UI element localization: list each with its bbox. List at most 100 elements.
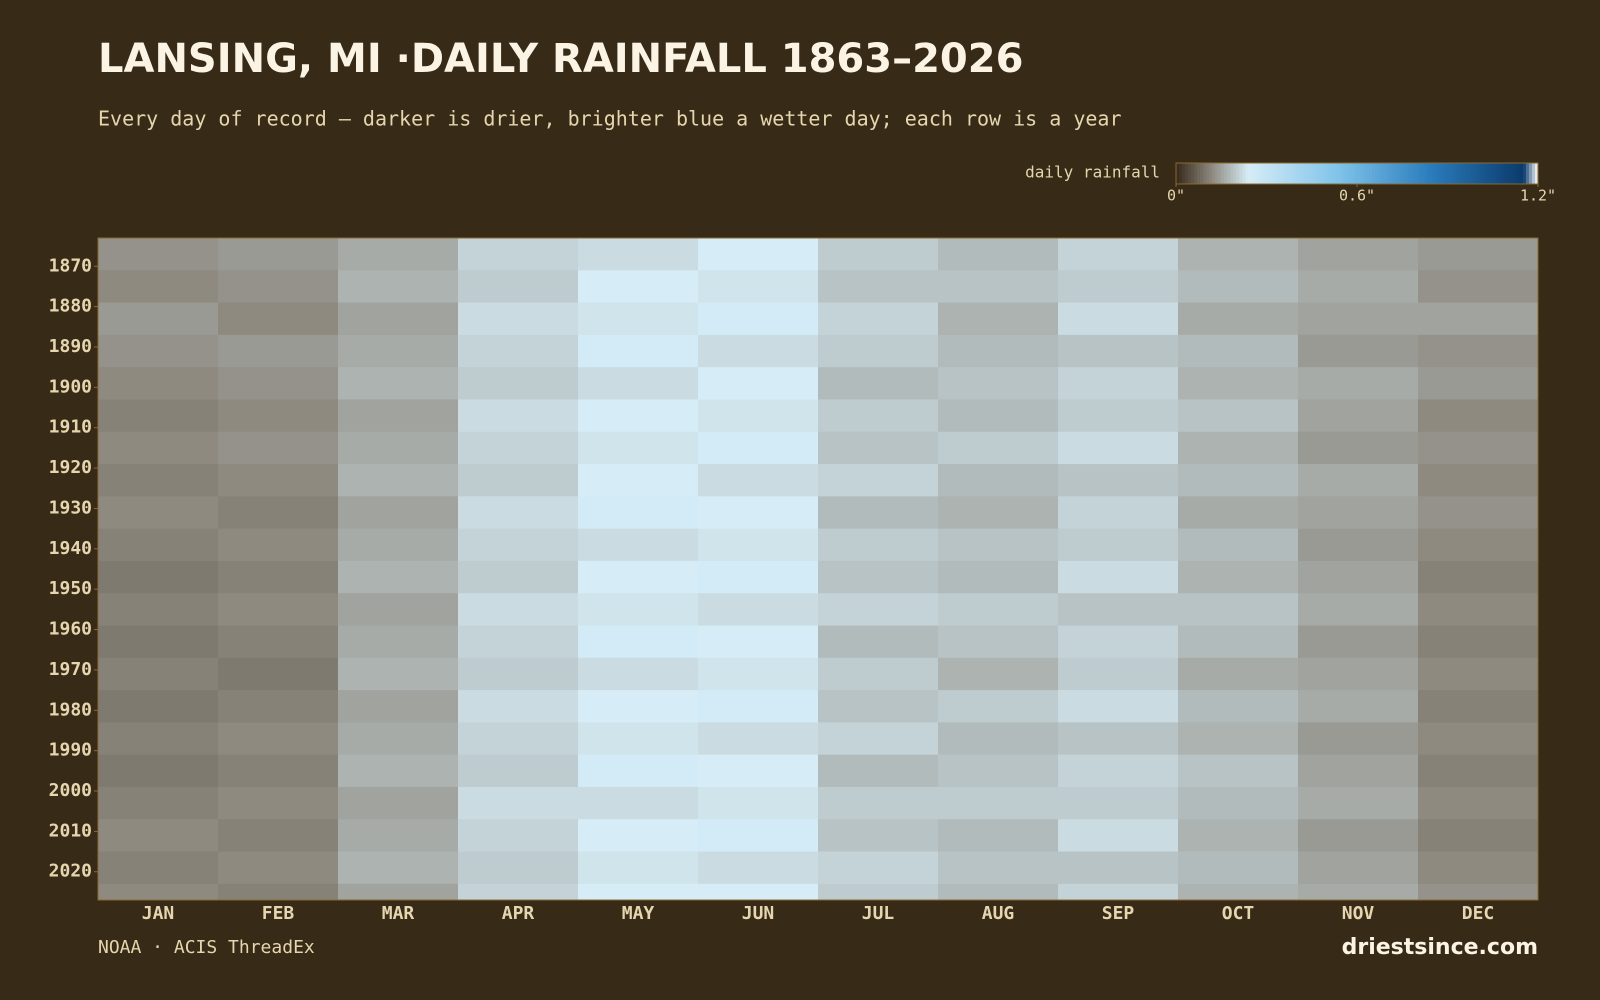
- colorbar-step: [1197, 163, 1201, 184]
- x-tick-label: NOV: [1342, 903, 1375, 924]
- heat-cell: [1058, 528, 1179, 562]
- heat-cell: [458, 819, 579, 853]
- colorbar-step: [1218, 163, 1222, 184]
- heat-cell: [458, 334, 579, 368]
- heat-cell: [98, 819, 219, 853]
- colorbar-step: [1263, 163, 1267, 184]
- heat-cell: [98, 883, 219, 901]
- colorbar-step: [1387, 163, 1391, 184]
- heat-cell: [1298, 399, 1419, 433]
- colorbar-step: [1317, 163, 1322, 184]
- heat-cell: [1418, 819, 1539, 853]
- heat-cell: [1298, 593, 1419, 627]
- heat-cell: [938, 593, 1059, 627]
- colorbar-step: [1335, 163, 1340, 184]
- heat-cell: [338, 625, 459, 659]
- heat-cell: [218, 270, 339, 304]
- colorbar-step: [1296, 163, 1301, 184]
- heat-cell: [698, 302, 819, 336]
- colorbar-step: [1459, 163, 1464, 184]
- y-tick-label: 1930: [49, 497, 92, 518]
- heat-cell: [1178, 690, 1299, 723]
- heat-cell: [698, 270, 819, 304]
- heat-cell: [98, 657, 219, 691]
- heat-cell: [1178, 399, 1299, 433]
- colorbar-step: [1293, 163, 1298, 184]
- colorbar-step: [1471, 163, 1476, 184]
- colorbar-step: [1182, 163, 1186, 184]
- heat-cell: [818, 625, 939, 659]
- heat-cell: [578, 883, 699, 901]
- heat-cell: [98, 367, 219, 400]
- heat-cell: [98, 270, 219, 304]
- heat-cell: [218, 496, 339, 530]
- heat-cell: [578, 399, 699, 433]
- colorbar-step: [1528, 163, 1533, 184]
- colorbar-step: [1269, 163, 1274, 184]
- heat-cell: [1298, 851, 1419, 885]
- colorbar-step: [1480, 163, 1485, 184]
- heat-cell: [1178, 431, 1299, 465]
- colorbar-step: [1438, 163, 1442, 184]
- y-tick-label: 1970: [49, 659, 92, 680]
- heat-cell: [1418, 302, 1539, 336]
- heat-cell: [218, 464, 339, 497]
- colorbar-step: [1275, 163, 1280, 184]
- heat-cell: [1058, 464, 1179, 497]
- heat-cell: [338, 238, 459, 271]
- heat-cell: [938, 238, 1059, 271]
- colorbar-step: [1495, 163, 1500, 184]
- heat-cell: [338, 593, 459, 627]
- heat-cell: [938, 302, 1059, 336]
- colorbar-step: [1408, 163, 1412, 184]
- heat-cell: [1298, 270, 1419, 304]
- colorbar-step: [1266, 163, 1271, 184]
- colorbar-step: [1344, 163, 1349, 184]
- colorbar-step: [1224, 163, 1228, 184]
- heat-cell: [818, 238, 939, 271]
- heat-cell: [1298, 625, 1419, 659]
- heat-cell: [458, 270, 579, 304]
- heat-cell: [338, 431, 459, 465]
- heat-cell: [578, 690, 699, 723]
- colorbar-tick-label: 0.6": [1339, 187, 1375, 205]
- heat-cell: [938, 883, 1059, 901]
- heat-cell: [338, 464, 459, 497]
- colorbar-label: daily rainfall: [1025, 163, 1160, 182]
- heat-cell: [818, 270, 939, 304]
- heat-cell: [818, 722, 939, 756]
- heat-cell: [1058, 851, 1179, 885]
- colorbar-step: [1272, 163, 1277, 184]
- colorbar-step: [1278, 163, 1283, 184]
- heat-cell: [98, 528, 219, 562]
- x-tick-label: AUG: [982, 903, 1015, 924]
- colorbar-step: [1516, 163, 1521, 184]
- heat-cell: [698, 690, 819, 723]
- heat-cell: [1058, 883, 1179, 901]
- heat-cell: [1178, 302, 1299, 336]
- heat-cell: [98, 625, 219, 659]
- heat-cell: [698, 593, 819, 627]
- heat-cell: [458, 786, 579, 820]
- colorbar-step: [1188, 163, 1192, 184]
- heat-cell: [1058, 754, 1179, 788]
- heat-cell: [98, 851, 219, 885]
- heat-cell: [218, 625, 339, 659]
- heat-cell: [698, 657, 819, 691]
- heat-cell: [1058, 690, 1179, 723]
- heat-cell: [1298, 528, 1419, 562]
- heat-cell: [1058, 786, 1179, 820]
- heat-cell: [698, 754, 819, 788]
- y-tick-label: 1920: [49, 457, 92, 478]
- heat-cell: [338, 367, 459, 400]
- heat-cell: [338, 754, 459, 788]
- x-tick-label: JAN: [142, 903, 175, 924]
- heat-cell: [458, 431, 579, 465]
- heat-cell: [1178, 496, 1299, 530]
- colorbar-step: [1281, 163, 1286, 184]
- colorbar-step: [1305, 163, 1310, 184]
- colorbar-step: [1179, 163, 1183, 184]
- heat-cell: [938, 399, 1059, 433]
- heat-cell: [578, 496, 699, 530]
- heat-cell: [938, 496, 1059, 530]
